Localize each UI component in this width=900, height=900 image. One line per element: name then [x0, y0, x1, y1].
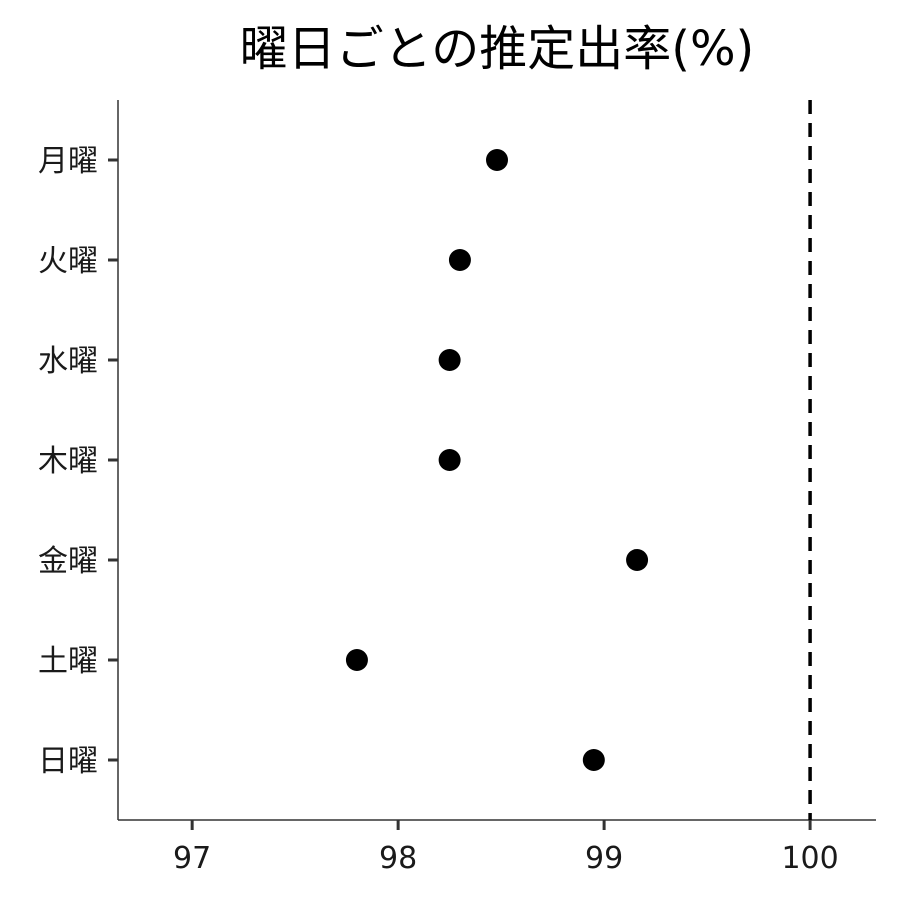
- y-tick-label: 水曜: [38, 344, 98, 379]
- y-tick-label: 木曜: [38, 444, 98, 479]
- x-tick-label: 98: [379, 841, 417, 876]
- y-tick-label: 火曜: [38, 244, 98, 279]
- x-tick-label: 97: [173, 841, 211, 876]
- data-point: [345, 649, 368, 671]
- data-point: [438, 449, 461, 471]
- y-tick-label: 日曜: [38, 744, 98, 779]
- data-point: [582, 749, 605, 771]
- x-tick-label: 100: [781, 841, 838, 876]
- data-point: [626, 549, 649, 571]
- y-tick-label: 月曜: [38, 144, 98, 179]
- data-point: [438, 349, 461, 371]
- data-point: [486, 149, 508, 171]
- x-tick-label: 99: [585, 841, 623, 876]
- y-tick-label: 土曜: [38, 644, 98, 679]
- data-point: [448, 249, 471, 271]
- y-tick-label: 金曜: [38, 544, 98, 579]
- chart-title: 曜日ごとの推定出率(%): [240, 21, 755, 77]
